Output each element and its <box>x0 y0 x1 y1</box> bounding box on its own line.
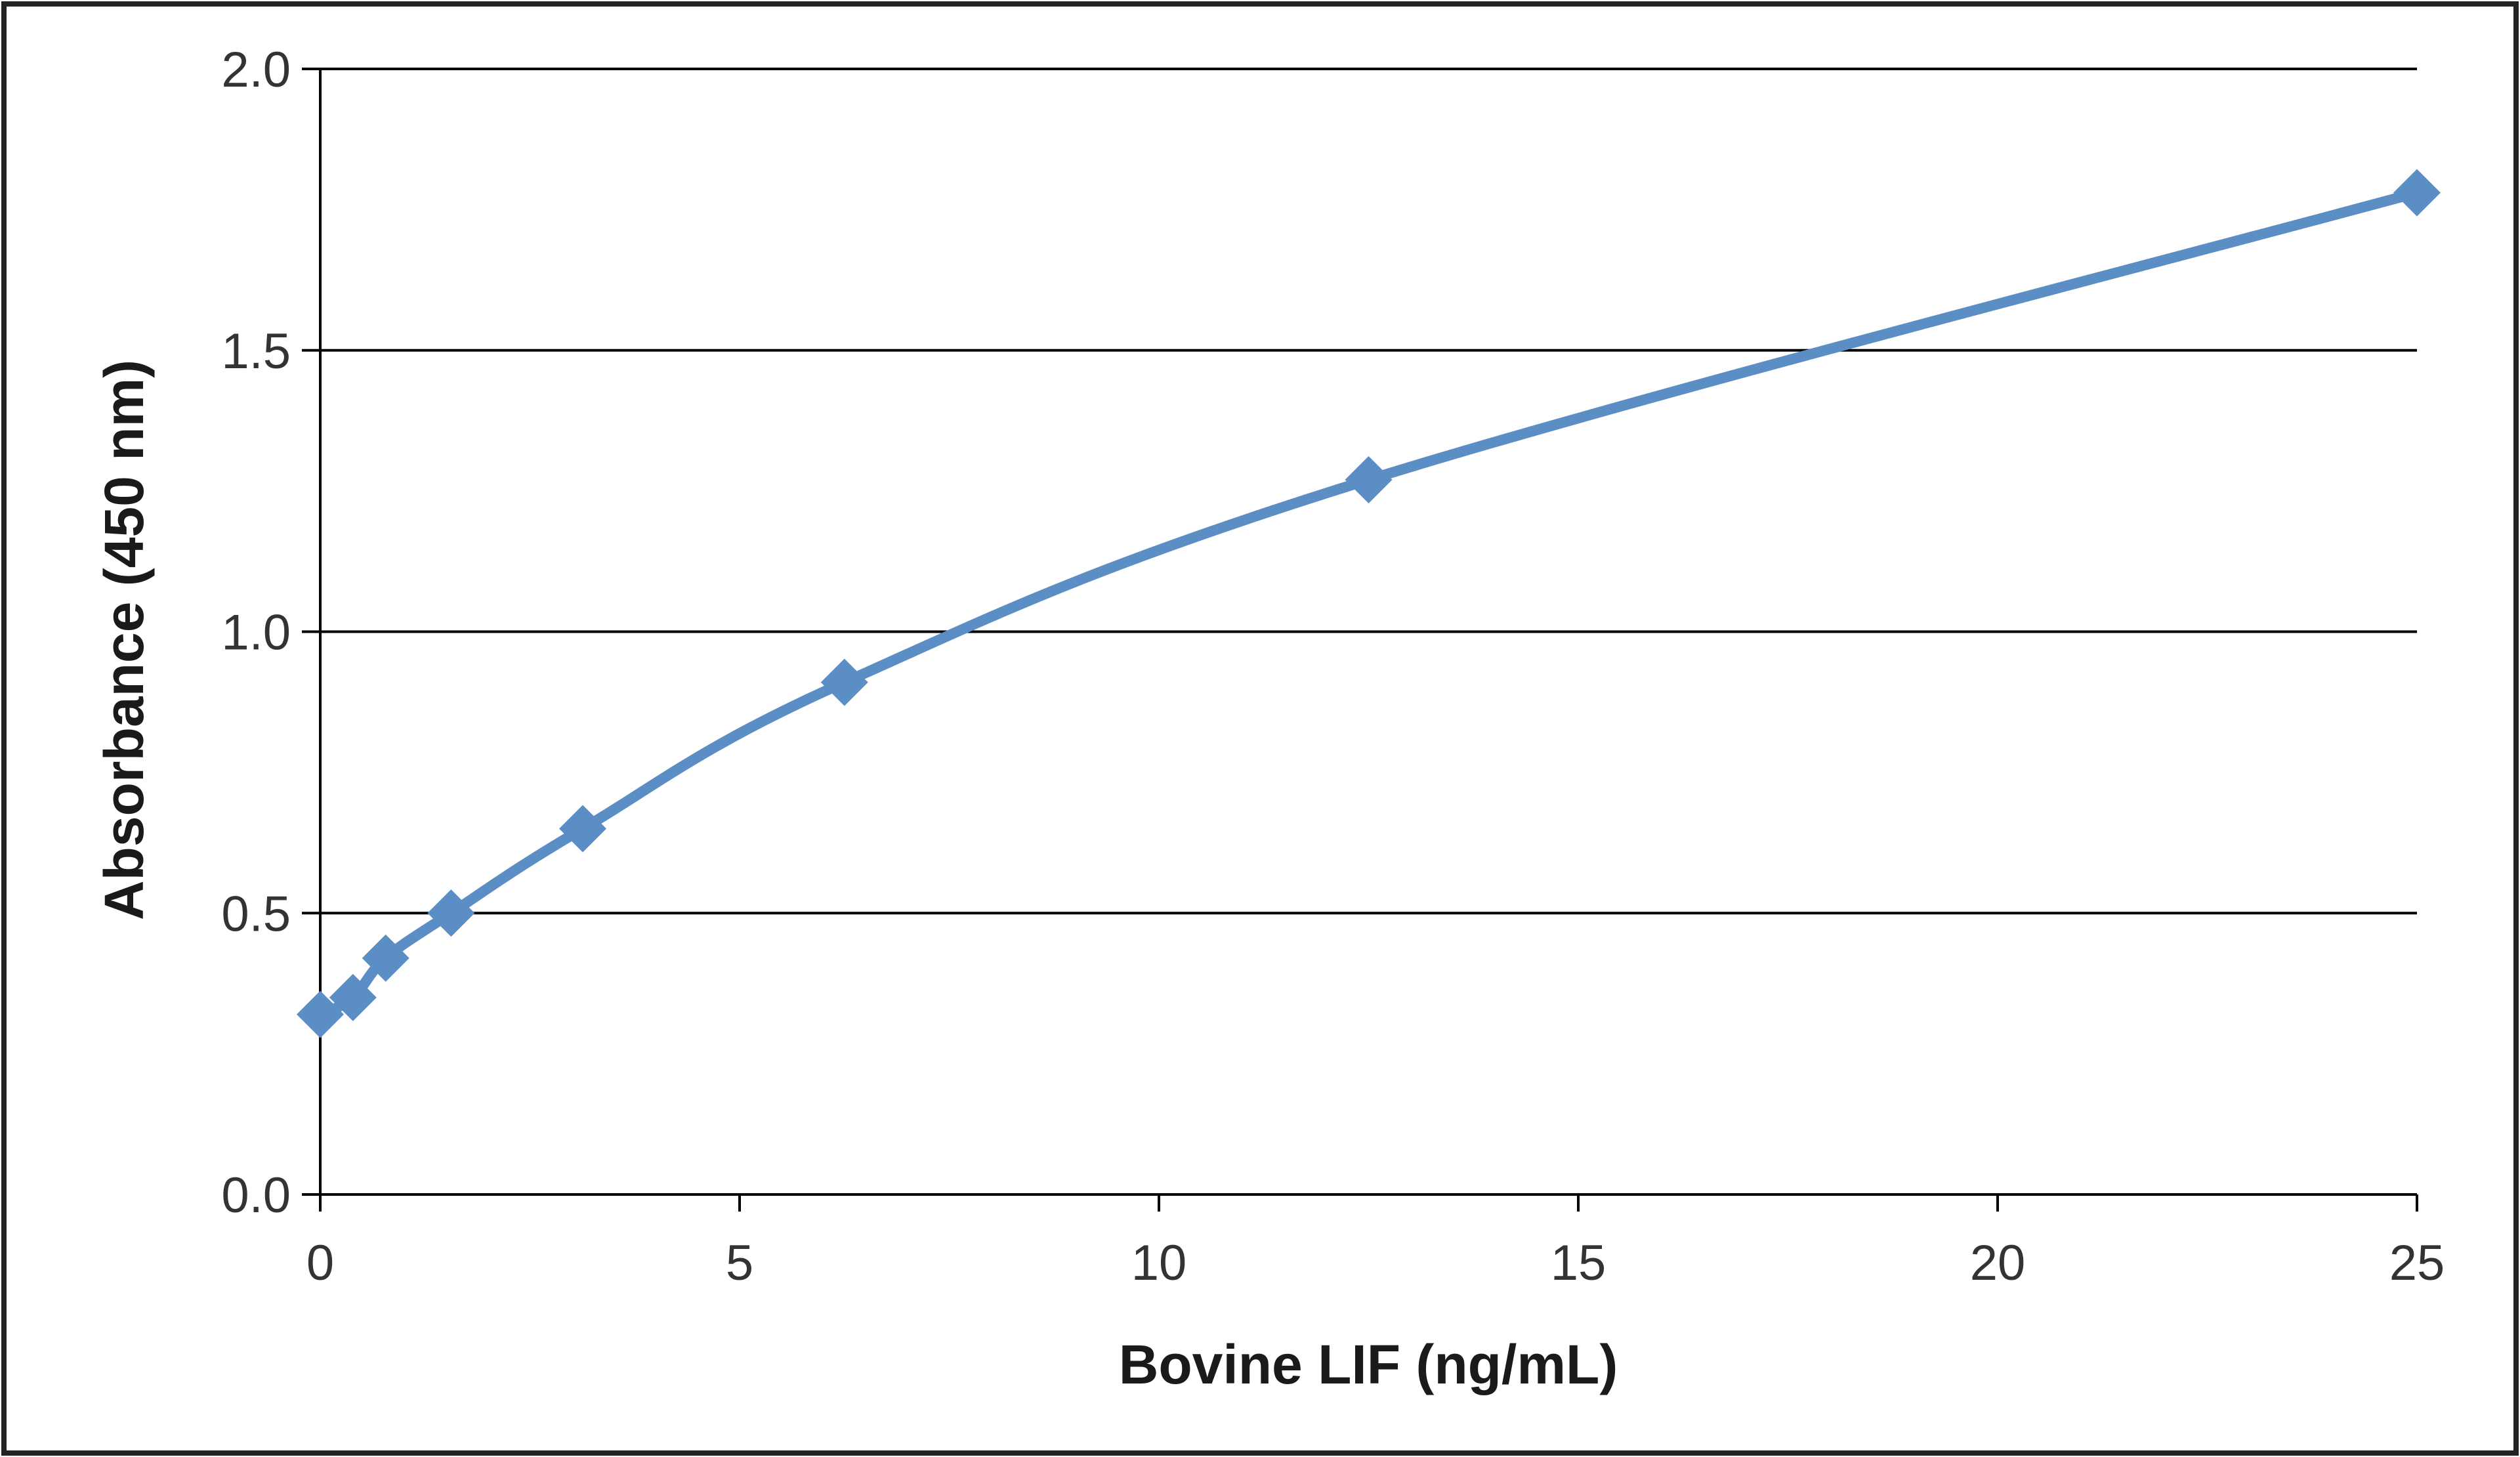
x-tick-label: 25 <box>2389 1235 2445 1291</box>
data-point-marker <box>2393 169 2441 217</box>
data-point-marker <box>559 805 607 853</box>
data-point-marker <box>427 889 475 937</box>
tick-labels: 0.0 0.5 1.0 1.5 2.0 0 5 10 15 20 25 <box>221 42 2445 1291</box>
x-tick-label: 20 <box>1970 1235 2026 1291</box>
x-axis-title: Bovine LIF (ng/mL) <box>1119 1334 1618 1395</box>
x-tick-label: 15 <box>1551 1235 1606 1291</box>
y-tick-label: 1.0 <box>221 605 291 661</box>
data-point-marker <box>1345 455 1393 503</box>
data-point-marker <box>329 973 377 1021</box>
data-point-marker <box>362 934 410 982</box>
x-tick-label: 0 <box>306 1235 334 1291</box>
x-tick-label: 10 <box>1131 1235 1187 1291</box>
y-tick-label: 2.0 <box>221 42 291 98</box>
x-tick-label: 5 <box>726 1235 753 1291</box>
y-tick-label: 1.5 <box>221 324 291 379</box>
y-axis-title: Absorbance (450 nm) <box>93 360 155 920</box>
data-series <box>297 169 2441 1038</box>
y-tick-label: 0.5 <box>221 886 291 942</box>
data-point-marker <box>297 990 344 1038</box>
data-point-marker <box>820 658 868 706</box>
gridlines <box>320 68 2417 915</box>
y-tick-label: 0.0 <box>221 1168 291 1223</box>
